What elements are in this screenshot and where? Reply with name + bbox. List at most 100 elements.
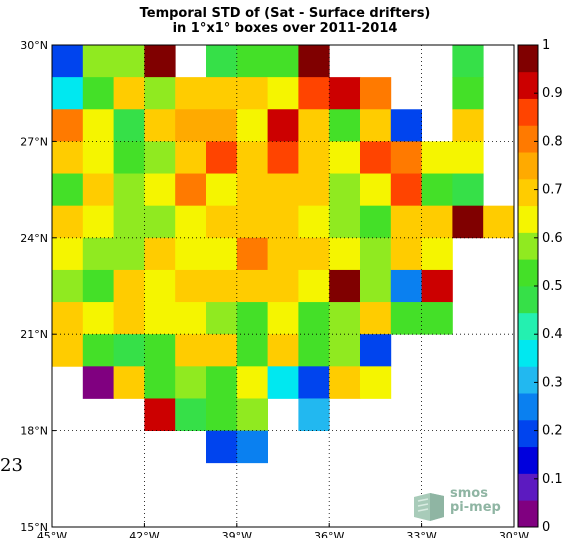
heatmap-cell-1-5 — [206, 77, 238, 110]
heatmap-cell-0-8 — [298, 45, 330, 78]
colorbar-segment — [518, 312, 538, 340]
y-tick-label: 27°N — [20, 135, 48, 148]
heatmap-cell-11-3 — [144, 398, 176, 431]
heatmap-cell-6-1 — [82, 237, 114, 271]
colorbar — [517, 44, 539, 528]
heatmap-cell-9-3 — [144, 334, 176, 367]
heatmap-cell-6-2 — [113, 237, 145, 271]
heatmap-cell-2-6 — [236, 109, 268, 142]
heatmap-cell-1-0 — [52, 77, 84, 110]
heatmap-cell-8-0 — [52, 302, 84, 335]
heatmap-cell-0-1 — [82, 45, 114, 78]
y-tick-label: 18°N — [20, 425, 48, 438]
heatmap-cell-4-7 — [267, 173, 299, 207]
heatmap-cell-1-7 — [267, 77, 299, 110]
colorbar-tick-label: 0.4 — [542, 327, 563, 342]
heatmap-cell-6-3 — [144, 237, 176, 271]
heatmap-cell-5-2 — [113, 205, 145, 239]
heatmap-cell-3-13 — [452, 141, 484, 174]
heatmap-cell-7-2 — [113, 269, 145, 303]
heatmap-cell-10-3 — [144, 366, 176, 399]
heatmap-cell-5-9 — [329, 205, 361, 239]
heatmap-cell-8-8 — [298, 302, 330, 335]
heatmap-cell-5-13 — [452, 205, 484, 239]
y-tick-label: 15°N — [20, 521, 48, 534]
heatmap-cell-6-8 — [298, 237, 330, 271]
heatmap-cell-10-5 — [206, 366, 238, 399]
colorbar-tick-label: 1 — [542, 38, 550, 53]
heatmap-cell-0-13 — [452, 45, 484, 78]
heatmap-cell-8-2 — [113, 302, 145, 335]
heatmap-cell-2-1 — [82, 109, 114, 142]
heatmap-cell-2-7 — [267, 109, 299, 142]
heatmap-cell-2-2 — [113, 109, 145, 142]
colorbar-segment — [518, 366, 538, 394]
heatmap-cell-8-6 — [236, 302, 268, 335]
logo-text: smos pi-mep — [450, 487, 501, 515]
heatmap-cell-5-7 — [267, 205, 299, 239]
y-tick-label: 24°N — [20, 232, 48, 245]
heatmap-cell-5-11 — [390, 205, 422, 239]
heatmap-cell-11-8 — [298, 398, 330, 431]
logo-text-line-2: pi-mep — [450, 500, 501, 515]
colorbar-segment — [518, 419, 538, 448]
heatmap-cell-2-5 — [206, 109, 238, 142]
heatmap-cell-6-12 — [421, 237, 453, 271]
heatmap-cell-4-4 — [175, 173, 207, 207]
heatmap-cell-7-0 — [52, 269, 84, 303]
heatmap-cell-9-7 — [267, 334, 299, 367]
heatmap-cell-3-9 — [329, 141, 361, 174]
heatmap-cell-9-0 — [52, 334, 84, 367]
heatmap-cell-7-8 — [298, 269, 330, 303]
heatmap-cell-6-11 — [390, 237, 422, 271]
heatmap-cell-10-1 — [82, 366, 114, 399]
heatmap-cell-5-0 — [52, 205, 84, 239]
heatmap-cell-3-11 — [390, 141, 422, 174]
heatmap-cell-8-1 — [82, 302, 114, 335]
heatmap-cell-12-6 — [236, 430, 268, 464]
heatmap-cell-2-0 — [52, 109, 84, 142]
heatmap-cell-10-10 — [360, 366, 392, 399]
x-tick-label: 36°W — [314, 530, 344, 538]
heatmap-cell-10-2 — [113, 366, 145, 399]
heatmap-cell-1-2 — [113, 77, 145, 110]
colorbar-segment — [518, 71, 538, 99]
colorbar-tick-label: 0.9 — [542, 86, 563, 101]
logo-icon — [414, 493, 444, 521]
heatmap-cell-11-4 — [175, 398, 207, 431]
heatmap-cell-5-10 — [360, 205, 392, 239]
heatmap-cell-8-10 — [360, 302, 392, 335]
heatmap-cell-6-0 — [52, 237, 84, 271]
heatmap-cell-7-9 — [329, 269, 361, 303]
heatmap-cell-7-4 — [175, 269, 207, 303]
heatmap-cell-5-8 — [298, 205, 330, 239]
grid-lines — [52, 45, 514, 527]
heatmap-cell-4-10 — [360, 173, 392, 207]
heatmap-cell-7-5 — [206, 269, 238, 303]
colorbar-segment — [518, 393, 538, 421]
chart-title-line-1: Temporal STD of (Sat - Surface drifters) — [139, 6, 431, 21]
heatmap-cell-1-8 — [298, 77, 330, 110]
heatmap-cell-4-2 — [113, 173, 145, 207]
colorbar-segment — [518, 259, 538, 287]
heatmap-cell-3-1 — [82, 141, 114, 174]
plot-frame — [51, 44, 515, 528]
colorbar-segment — [518, 446, 538, 474]
heatmap-cell-4-8 — [298, 173, 330, 207]
heatmap-cell-9-2 — [113, 334, 145, 367]
colorbar-tick-label: 0.8 — [542, 134, 563, 149]
heatmap-cell-9-6 — [236, 334, 268, 367]
colorbar-segment — [518, 473, 538, 501]
colorbar-tick-label: 0.7 — [542, 183, 563, 198]
colorbar-tick-label: 0.5 — [542, 279, 563, 294]
heatmap-cell-3-8 — [298, 141, 330, 174]
heatmap-cell-8-4 — [175, 302, 207, 335]
y-tick-label: 21°N — [20, 328, 48, 341]
heatmap-cell-5-6 — [236, 205, 268, 239]
heatmap-cell-3-10 — [360, 141, 392, 174]
colorbar-segment — [518, 98, 538, 126]
heatmap-cell-5-1 — [82, 205, 114, 239]
heatmap-cell-10-7 — [267, 366, 299, 399]
heatmap-cell-3-7 — [267, 141, 299, 174]
heatmap-cell-1-13 — [452, 77, 484, 110]
